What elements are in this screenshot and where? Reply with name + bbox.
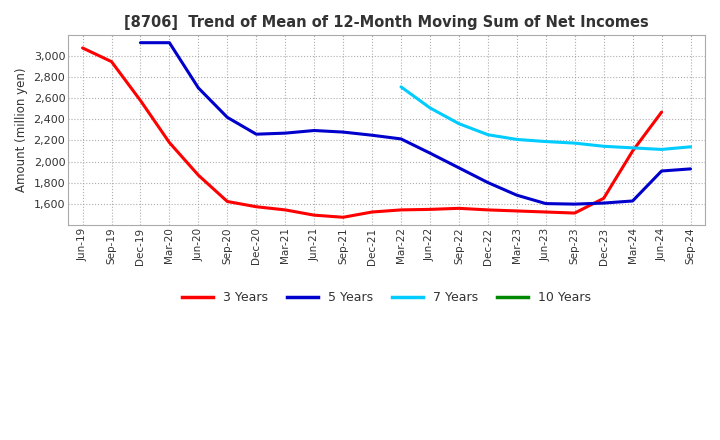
5 Years xyxy=(657,169,666,174)
Title: [8706]  Trend of Mean of 12-Month Moving Sum of Net Incomes: [8706] Trend of Mean of 12-Month Moving … xyxy=(124,15,649,30)
5 Years xyxy=(397,136,405,142)
5 Years xyxy=(629,198,637,204)
3 Years xyxy=(194,172,203,178)
3 Years xyxy=(281,207,289,213)
3 Years xyxy=(107,59,116,64)
Line: 5 Years: 5 Years xyxy=(140,43,690,204)
5 Years xyxy=(252,132,261,137)
3 Years xyxy=(339,215,348,220)
7 Years xyxy=(599,143,608,149)
3 Years xyxy=(454,205,463,211)
3 Years xyxy=(629,148,637,154)
5 Years xyxy=(310,128,318,133)
3 Years xyxy=(78,45,87,51)
5 Years xyxy=(454,165,463,170)
3 Years xyxy=(513,208,521,213)
3 Years xyxy=(252,204,261,209)
7 Years xyxy=(686,144,695,150)
5 Years xyxy=(570,202,579,207)
5 Years xyxy=(484,180,492,185)
7 Years xyxy=(657,147,666,152)
3 Years xyxy=(165,140,174,145)
7 Years xyxy=(513,137,521,142)
3 Years xyxy=(310,213,318,218)
7 Years xyxy=(426,105,434,110)
3 Years xyxy=(397,207,405,213)
7 Years xyxy=(484,132,492,137)
Line: 3 Years: 3 Years xyxy=(83,48,662,217)
3 Years xyxy=(599,196,608,201)
5 Years xyxy=(339,129,348,135)
3 Years xyxy=(223,199,232,204)
5 Years xyxy=(368,132,377,138)
3 Years xyxy=(541,209,550,215)
7 Years xyxy=(629,145,637,150)
3 Years xyxy=(368,209,377,215)
7 Years xyxy=(454,121,463,126)
3 Years xyxy=(484,207,492,213)
5 Years xyxy=(223,115,232,120)
5 Years xyxy=(136,40,145,45)
3 Years xyxy=(426,207,434,212)
5 Years xyxy=(686,166,695,172)
3 Years xyxy=(136,98,145,103)
7 Years xyxy=(397,84,405,89)
Line: 7 Years: 7 Years xyxy=(401,87,690,150)
5 Years xyxy=(541,201,550,206)
5 Years xyxy=(426,150,434,156)
Legend: 3 Years, 5 Years, 7 Years, 10 Years: 3 Years, 5 Years, 7 Years, 10 Years xyxy=(177,286,596,309)
5 Years xyxy=(281,131,289,136)
5 Years xyxy=(194,85,203,91)
5 Years xyxy=(599,201,608,206)
Y-axis label: Amount (million yen): Amount (million yen) xyxy=(15,68,28,192)
3 Years xyxy=(657,110,666,115)
7 Years xyxy=(570,140,579,146)
5 Years xyxy=(513,193,521,198)
3 Years xyxy=(570,210,579,216)
7 Years xyxy=(541,139,550,144)
5 Years xyxy=(165,40,174,45)
